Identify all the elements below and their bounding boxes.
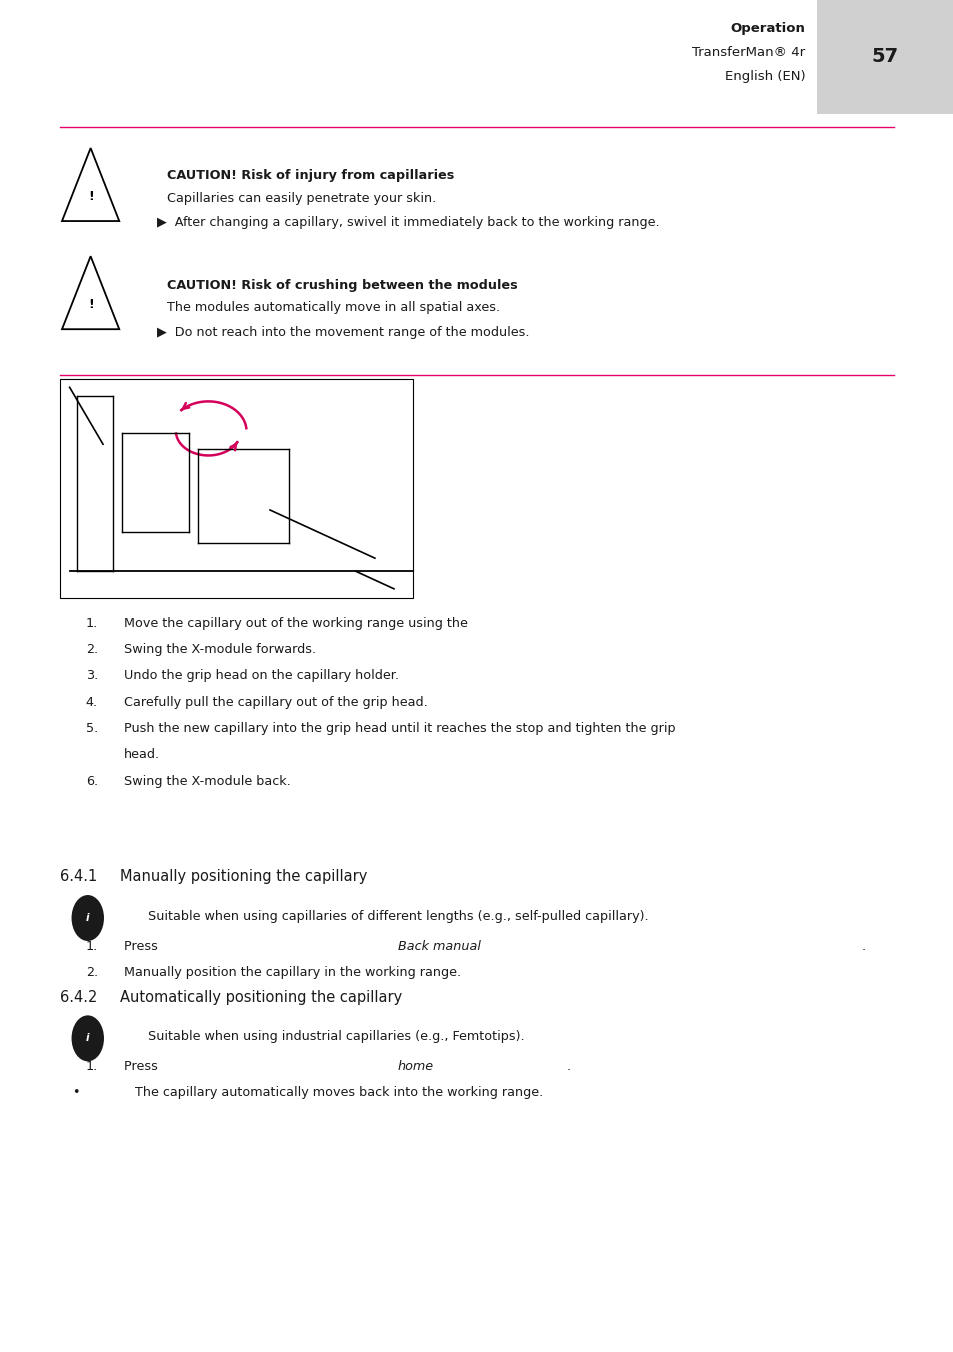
Text: Swing the X-module forwards.: Swing the X-module forwards. bbox=[124, 642, 315, 656]
Text: Move the capillary out of the working range using the: Move the capillary out of the working ra… bbox=[124, 617, 472, 630]
Text: home: home bbox=[397, 1060, 434, 1073]
Text: CAUTION! Risk of crushing between the modules: CAUTION! Risk of crushing between the mo… bbox=[167, 279, 517, 292]
Text: i: i bbox=[86, 1033, 90, 1044]
Text: 1.: 1. bbox=[86, 617, 98, 630]
Text: CAUTION! Risk of injury from capillaries: CAUTION! Risk of injury from capillaries bbox=[167, 169, 454, 183]
Text: English (EN): English (EN) bbox=[723, 70, 804, 84]
Text: Manually positioning the capillary: Manually positioning the capillary bbox=[120, 869, 367, 884]
Text: .: . bbox=[566, 1060, 570, 1073]
Text: 4.: 4. bbox=[86, 695, 98, 708]
Text: Operation: Operation bbox=[730, 22, 804, 35]
Text: !: ! bbox=[88, 191, 93, 203]
Text: The modules automatically move in all spatial axes.: The modules automatically move in all sp… bbox=[167, 301, 499, 315]
Bar bbox=[816, 0, 953, 114]
Text: 2.: 2. bbox=[86, 642, 98, 656]
Text: Suitable when using capillaries of different lengths (e.g., self-pulled capillar: Suitable when using capillaries of diffe… bbox=[148, 910, 648, 923]
Text: ▶  After changing a capillary, swivel it immediately back to the working range.: ▶ After changing a capillary, swivel it … bbox=[157, 216, 659, 230]
Text: The capillary automatically moves back into the working range.: The capillary automatically moves back i… bbox=[135, 1087, 543, 1099]
Text: !: ! bbox=[88, 299, 93, 311]
Text: •: • bbox=[72, 1087, 80, 1099]
Text: 1.: 1. bbox=[86, 1060, 98, 1073]
Text: ▶  Do not reach into the movement range of the modules.: ▶ Do not reach into the movement range o… bbox=[157, 326, 529, 339]
Circle shape bbox=[71, 895, 104, 941]
Text: Manually position the capillary in the working range.: Manually position the capillary in the w… bbox=[124, 965, 460, 979]
Text: Back manual: Back manual bbox=[397, 940, 480, 953]
Text: Push the new capillary into the grip head until it reaches the stop and tighten : Push the new capillary into the grip hea… bbox=[124, 722, 675, 735]
Text: Suitable when using industrial capillaries (e.g., Femtotips).: Suitable when using industrial capillari… bbox=[148, 1030, 524, 1044]
Text: 2.: 2. bbox=[86, 965, 98, 979]
Text: 57: 57 bbox=[871, 47, 898, 66]
Text: Undo the grip head on the capillary holder.: Undo the grip head on the capillary hold… bbox=[124, 669, 398, 683]
Text: 1.: 1. bbox=[86, 940, 98, 953]
Text: .: . bbox=[861, 940, 864, 953]
Text: Press: Press bbox=[124, 940, 162, 953]
Text: i: i bbox=[86, 913, 90, 923]
Text: 6.4.2: 6.4.2 bbox=[60, 990, 97, 1005]
Text: Capillaries can easily penetrate your skin.: Capillaries can easily penetrate your sk… bbox=[167, 192, 436, 206]
Text: Automatically positioning the capillary: Automatically positioning the capillary bbox=[120, 990, 402, 1005]
Text: 6.4.1: 6.4.1 bbox=[60, 869, 97, 884]
Text: 5.: 5. bbox=[86, 722, 98, 735]
Text: Carefully pull the capillary out of the grip head.: Carefully pull the capillary out of the … bbox=[124, 695, 427, 708]
Text: 6.: 6. bbox=[86, 775, 98, 788]
Text: Press: Press bbox=[124, 1060, 162, 1073]
Text: TransferMan® 4r: TransferMan® 4r bbox=[691, 46, 804, 59]
Bar bbox=[60, 379, 413, 598]
Text: Swing the X-module back.: Swing the X-module back. bbox=[124, 775, 291, 788]
Text: 3.: 3. bbox=[86, 669, 98, 683]
Text: head.: head. bbox=[124, 749, 160, 761]
Circle shape bbox=[71, 1015, 104, 1061]
